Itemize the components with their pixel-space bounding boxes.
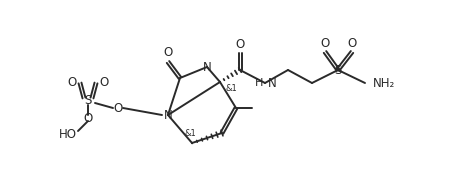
Text: &1: &1 bbox=[184, 128, 196, 137]
Text: N: N bbox=[268, 76, 277, 90]
Text: O: O bbox=[321, 36, 329, 50]
Text: S: S bbox=[334, 64, 342, 76]
Text: O: O bbox=[164, 45, 172, 59]
Text: O: O bbox=[83, 111, 93, 125]
Text: O: O bbox=[99, 76, 109, 88]
Text: O: O bbox=[235, 38, 245, 50]
Text: H: H bbox=[254, 78, 263, 88]
Text: S: S bbox=[84, 94, 92, 107]
Text: HO: HO bbox=[59, 128, 77, 142]
Text: O: O bbox=[113, 102, 123, 114]
Text: NH₂: NH₂ bbox=[373, 76, 395, 90]
Text: N: N bbox=[164, 108, 172, 122]
Text: &1: &1 bbox=[226, 84, 238, 93]
Text: O: O bbox=[68, 76, 76, 88]
Text: O: O bbox=[347, 36, 356, 50]
Text: N: N bbox=[203, 61, 212, 73]
